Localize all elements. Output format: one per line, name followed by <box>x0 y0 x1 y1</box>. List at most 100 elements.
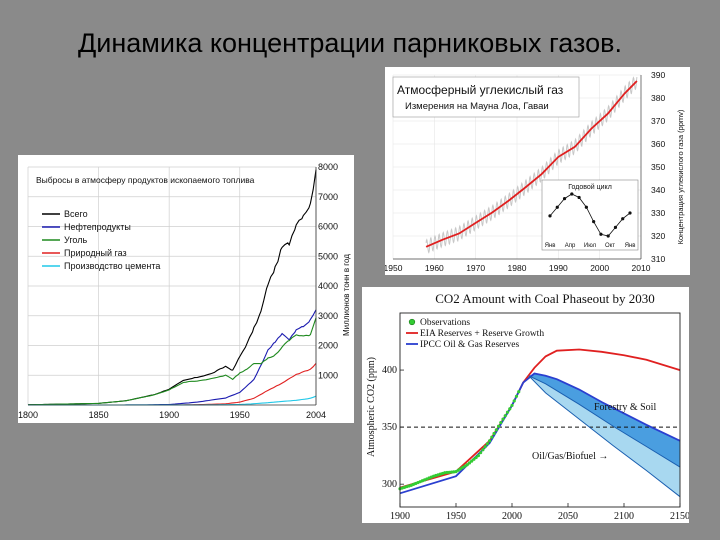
emissions-y-tick-label: 6000 <box>318 222 338 232</box>
phaseout-series-line <box>528 375 681 468</box>
maunaloa-x-tick-label: 1950 <box>385 263 403 273</box>
phaseout-observation-point <box>488 439 492 443</box>
maunaloa-inset-point <box>621 217 625 221</box>
phaseout-biofuel-annotation: Oil/Gas/Biofuel → <box>532 451 608 462</box>
phaseout-observation-point <box>492 431 496 436</box>
phaseout-observation-point <box>496 424 501 428</box>
emissions-x-tick-label: 2004 <box>306 410 326 420</box>
maunaloa-title-box <box>392 76 580 118</box>
maunaloa-y-tick-label: 320 <box>651 231 665 241</box>
phaseout-observation-point <box>501 417 505 421</box>
maunaloa-seasonal-line <box>425 76 638 254</box>
emissions-series-line <box>27 317 317 406</box>
phaseout-x-tick-label: 2150 <box>670 511 689 522</box>
maunaloa-inset-x-label: Июл <box>584 243 597 249</box>
maunaloa-inset-point <box>592 220 596 224</box>
phaseout-plot-frame <box>399 312 681 508</box>
phaseout-observation-point <box>505 410 510 414</box>
phaseout-observation-point <box>472 457 476 461</box>
phaseout-series-line <box>528 375 681 498</box>
phaseout-legend-observations-label: Observations <box>420 318 470 328</box>
emissions-y-tick-label: 8000 <box>318 162 338 172</box>
maunaloa-inset-point <box>577 195 581 200</box>
maunaloa-inset-point <box>570 192 574 196</box>
emissions-y-tick-label: 3000 <box>318 311 338 321</box>
phaseout-observation-point <box>476 454 480 458</box>
phaseout-forestry-annotation: Forestry & Soil <box>594 402 656 413</box>
emissions-y-tick-label: 7000 <box>318 192 338 202</box>
phaseout-series-line <box>399 372 681 495</box>
maunaloa-y-axis-label: Концентрация углекислого газа (ppmv) <box>676 109 685 244</box>
maunaloa-inset-point <box>548 214 552 218</box>
maunaloa-y-tick-label: 340 <box>651 185 665 195</box>
emissions-y-tick-label: 5000 <box>318 251 338 261</box>
maunaloa-inset-point <box>613 225 618 229</box>
emissions-chart: 1800 1850 1900 1950 2004 1000 2000 3000 4000 5000… <box>18 155 354 423</box>
emissions-legend-label: Уголь <box>64 235 87 245</box>
phaseout-y-axis-label: Atmospheric CO2 (ppm) <box>366 357 377 457</box>
maunaloa-y-tick-label: 350 <box>651 162 665 172</box>
phaseout-x-tick-label: 1950 <box>446 511 466 522</box>
maunaloa-y-tick-label: 370 <box>651 116 665 126</box>
maunaloa-chart-subtitle: Измерения на Мауна Лоа, Гаваи <box>405 101 549 112</box>
phaseout-observation-point <box>490 435 494 439</box>
emissions-x-tick-label: 1850 <box>89 410 109 420</box>
emissions-legend-label: Производство цемента <box>64 261 160 271</box>
phaseout-chart: 1900 1950 2000 2050 2100 2150 300 350 400 CO2 Am… <box>362 287 689 523</box>
maunaloa-y-tick-label: 330 <box>651 208 665 218</box>
phaseout-biofuel-band <box>528 375 680 497</box>
phaseout-observation-point <box>517 390 521 394</box>
maunaloa-y-tick-label: 380 <box>651 93 665 103</box>
maunaloa-inset-point <box>628 211 632 215</box>
emissions-legend-label: Нефтепродукты <box>64 222 131 232</box>
phaseout-observation-point <box>483 445 487 449</box>
phaseout-observation-point <box>485 442 489 446</box>
phaseout-legend-eia-label: EIA Reserves + Reserve Growth <box>420 329 544 339</box>
phaseout-observation-point <box>512 399 516 403</box>
maunaloa-inset-x-label: Янв <box>545 243 556 249</box>
maunaloa-inset-point <box>599 232 603 236</box>
maunaloa-chart-title: Атмосферный углекислый газ <box>397 83 564 97</box>
phaseout-observation-point <box>465 463 469 467</box>
phaseout-x-tick-label: 1900 <box>390 511 410 522</box>
phaseout-observation-point <box>503 414 507 418</box>
maunaloa-x-tick-label: 1960 <box>425 263 444 273</box>
phaseout-x-tick-label: 2050 <box>558 511 578 522</box>
slide-title: Динамика концентрации парниковых газов. <box>78 28 622 58</box>
phaseout-x-tick-label: 2000 <box>502 511 522 522</box>
phaseout-observation-point <box>514 394 519 398</box>
maunaloa-x-tick-label: 1970 <box>466 263 485 273</box>
phaseout-observation-point <box>481 448 485 452</box>
maunaloa-inset-x-label: Апр <box>565 243 576 249</box>
emissions-x-tick-label: 1950 <box>230 410 250 420</box>
maunaloa-x-tick-label: 2000 <box>590 263 609 273</box>
maunaloa-inset-point <box>562 197 567 201</box>
phaseout-observation-point <box>467 461 472 465</box>
emissions-y-axis-label: Миллионов тонн в год <box>342 254 351 336</box>
maunaloa-trend-line <box>425 80 638 248</box>
emissions-y-tick-label: 2000 <box>318 341 338 351</box>
phaseout-observation-point <box>510 403 514 408</box>
phaseout-observation-point <box>470 459 474 463</box>
maunaloa-x-tick-label: 1990 <box>549 263 568 273</box>
emissions-legend-label: Всего <box>64 209 88 219</box>
maunaloa-y-tick-label: 360 <box>651 139 665 149</box>
maunaloa-x-tick-label: 1980 <box>508 263 527 273</box>
maunaloa-inset-point <box>584 205 588 209</box>
emissions-chart-background <box>18 155 354 423</box>
phaseout-y-tick-label: 400 <box>382 365 397 376</box>
emissions-legend-label: Природный газ <box>64 248 127 258</box>
maunaloa-inset-title: Годовой цикл <box>568 183 612 191</box>
phaseout-observation-point <box>479 451 483 455</box>
maunaloa-inset-point <box>606 234 610 238</box>
phaseout-chart-title: CO2 Amount with Coal Phaseout by 2030 <box>435 291 655 306</box>
emissions-x-tick-label: 1900 <box>159 410 179 420</box>
phaseout-y-tick-label: 350 <box>382 422 397 433</box>
phaseout-x-tick-label: 2100 <box>614 511 634 522</box>
phaseout-legend-ipcc-label: IPCC Oil & Gas Reserves <box>420 340 520 350</box>
maunaloa-inset-point <box>555 205 559 209</box>
emissions-y-tick-label: 1000 <box>318 370 338 380</box>
phaseout-y-tick-label: 300 <box>382 479 397 490</box>
